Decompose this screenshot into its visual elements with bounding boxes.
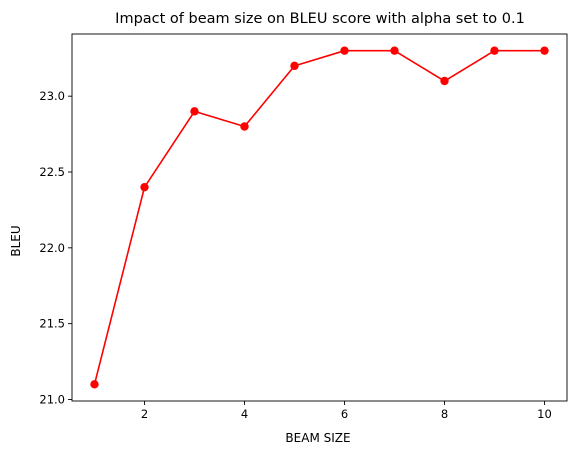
- data-point: [440, 76, 449, 86]
- data-point: [90, 380, 99, 389]
- data-point: [190, 107, 199, 116]
- data-point: [490, 46, 499, 55]
- y-tick-label: 21.0: [39, 392, 65, 406]
- data-point: [390, 46, 399, 55]
- series-line: [93, 49, 545, 385]
- y-axis-label: BLEU: [9, 225, 23, 256]
- y-tick-label: 22.5: [39, 165, 65, 179]
- data-point: [340, 46, 349, 55]
- x-tick-label: 8: [441, 407, 448, 421]
- data-point: [140, 182, 149, 192]
- plot-area: 2 4 6 8 10 21.0 21.5 22.0 22.5 23.0: [39, 33, 568, 421]
- data-point: [290, 61, 299, 71]
- x-tick-label: 10: [537, 407, 552, 421]
- data-point: [540, 46, 549, 55]
- x-tick-label: 6: [341, 407, 348, 421]
- x-axis-label: BEAM SIZE: [285, 431, 350, 445]
- data-point: [240, 122, 249, 131]
- x-tick-label: 4: [241, 407, 248, 421]
- y-tick-label: 22.0: [39, 241, 65, 255]
- x-tick-label: 2: [141, 407, 148, 421]
- y-tick-label: 21.5: [39, 317, 65, 331]
- y-tick-label: 23.0: [39, 89, 65, 103]
- chart-title: Impact of beam size on BLEU score with a…: [115, 11, 525, 27]
- plot-frame: [71, 33, 568, 402]
